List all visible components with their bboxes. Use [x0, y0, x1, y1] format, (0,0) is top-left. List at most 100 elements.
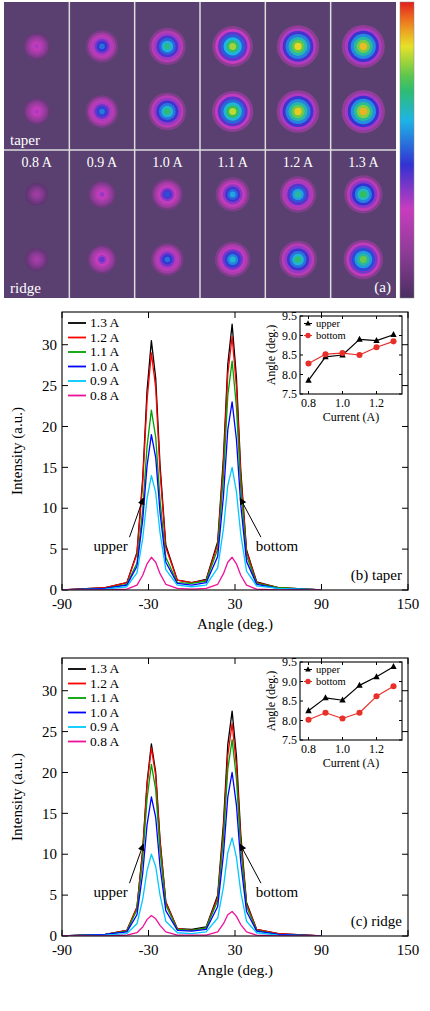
inset-chart: 0.81.01.27.58.08.59.09.5upperbottomCurre…: [264, 309, 402, 424]
y-tick-label: 9.5: [282, 655, 297, 669]
image-panel: taperridge0.8 A0.9 A1.0 A1.1 A1.2 A1.3 A…: [4, 2, 414, 298]
y-tick: [62, 426, 68, 427]
legend-swatch: [68, 322, 86, 324]
beam-spot: [90, 247, 115, 272]
annotation-arrow: [240, 498, 261, 537]
beam-spot: [349, 245, 378, 274]
legend-label: bottom: [316, 676, 346, 687]
series-group: [305, 663, 396, 723]
beam-spot: [225, 187, 240, 202]
beam-spot: [216, 177, 250, 211]
marker: [356, 682, 362, 688]
beam-spot: [223, 102, 241, 120]
series-line: [62, 911, 322, 936]
beam-spot: [360, 108, 367, 115]
x-tick: [148, 312, 149, 318]
series-line: [62, 324, 322, 590]
beam-spot: [290, 251, 307, 268]
legend-label: 1.0 A: [90, 705, 120, 720]
x-tick-label: -90: [52, 596, 72, 612]
beam-spot: [357, 253, 369, 265]
beam-spot: [344, 175, 382, 213]
beam-spot: [97, 41, 107, 51]
beam-spot: [283, 96, 314, 127]
plot-frame: [62, 658, 408, 936]
beam-spot: [230, 191, 236, 197]
marker: [322, 710, 328, 716]
beam-spot: [345, 93, 382, 130]
series-line: [62, 557, 322, 590]
y-tick: [402, 385, 408, 386]
beam-spot: [27, 102, 47, 122]
beam-spot: [165, 257, 171, 263]
beam-spot: [156, 248, 180, 272]
beam-spot: [354, 37, 373, 56]
beam-spot: [351, 34, 376, 59]
legend-label: 1.3 A: [90, 315, 120, 330]
beam-spot: [230, 256, 236, 262]
panel-label: (a): [374, 279, 391, 296]
y-tick-label: 25: [42, 724, 57, 740]
y-axis-title: Angle (deg.): [264, 325, 278, 386]
beam-spot: [151, 243, 183, 275]
marker: [356, 336, 362, 342]
main-chart: -90-3030901500510152025301.3 A1.2 A1.1 A…: [9, 312, 419, 633]
legend-swatch: [68, 668, 86, 670]
beam-spot: [357, 105, 370, 118]
beam-spot: [95, 104, 110, 119]
beam-spot: [291, 105, 304, 118]
column-label: 1.0 A: [152, 155, 183, 170]
beam-spot: [25, 248, 49, 272]
beam-spot: [29, 38, 45, 54]
legend-swatch: [68, 712, 86, 714]
series-line: [62, 361, 322, 590]
plot-frame: [300, 662, 402, 740]
marker: [339, 350, 345, 356]
legend-label: 1.3 A: [90, 661, 120, 676]
marker: [305, 717, 311, 723]
y-tick-label: 9.5: [282, 309, 297, 323]
beam-spot: [100, 257, 105, 262]
beam-spot: [289, 37, 308, 56]
series-line: [62, 467, 322, 590]
x-tick-label: -30: [139, 942, 159, 958]
beam-spot: [159, 38, 176, 55]
y-tick-label: 8.5: [282, 348, 297, 362]
beam-spot: [218, 97, 248, 127]
beam-spot: [342, 90, 385, 133]
beam-spot: [215, 29, 250, 64]
y-tick: [62, 854, 68, 855]
beam-spot: [354, 251, 372, 269]
beam-spot: [88, 97, 116, 125]
y-axis-title: Intensity (a.u.): [9, 407, 26, 495]
annotation-arrow: [240, 844, 261, 883]
beam-spot: [86, 95, 119, 128]
beam-spot: [27, 37, 47, 57]
panel-label: (c) ridge: [351, 913, 403, 930]
beam-spot: [88, 181, 116, 209]
beam-spot: [26, 249, 47, 270]
x-tick-label: 150: [397, 596, 420, 612]
beam-spot: [88, 245, 117, 274]
image-background: [4, 2, 396, 298]
beam-spot: [29, 104, 45, 120]
x-tick: [148, 930, 149, 936]
beam-spot: [35, 257, 39, 261]
annotation-arrow: [129, 844, 143, 883]
beam-spot: [279, 241, 317, 279]
beam-spot: [290, 186, 306, 202]
y-tick-label: 9.0: [282, 329, 297, 343]
marker: [339, 697, 345, 703]
beam-spot: [32, 42, 40, 50]
beam-spot: [212, 91, 253, 132]
x-tick-label: 0.8: [301, 396, 316, 410]
beam-spot: [221, 99, 245, 123]
beam-spot: [345, 28, 382, 65]
y-tick-label: 8.5: [282, 694, 297, 708]
beam-spot: [221, 35, 245, 59]
x-tick-label: 90: [314, 596, 329, 612]
beam-spot: [357, 188, 369, 200]
beam-spot: [162, 190, 172, 200]
legend-swatch: [68, 337, 86, 339]
beam-spot: [360, 256, 367, 263]
